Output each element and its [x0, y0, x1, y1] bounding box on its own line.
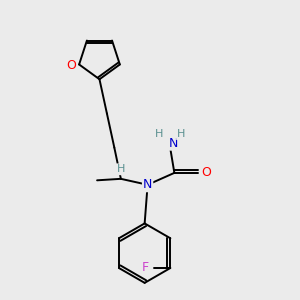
Text: N: N	[169, 137, 178, 150]
Text: N: N	[143, 178, 152, 191]
Text: H: H	[155, 129, 164, 139]
Text: O: O	[202, 167, 212, 179]
Text: O: O	[66, 59, 76, 73]
Text: H: H	[177, 129, 185, 139]
Text: F: F	[142, 262, 149, 275]
Text: H: H	[117, 164, 125, 174]
